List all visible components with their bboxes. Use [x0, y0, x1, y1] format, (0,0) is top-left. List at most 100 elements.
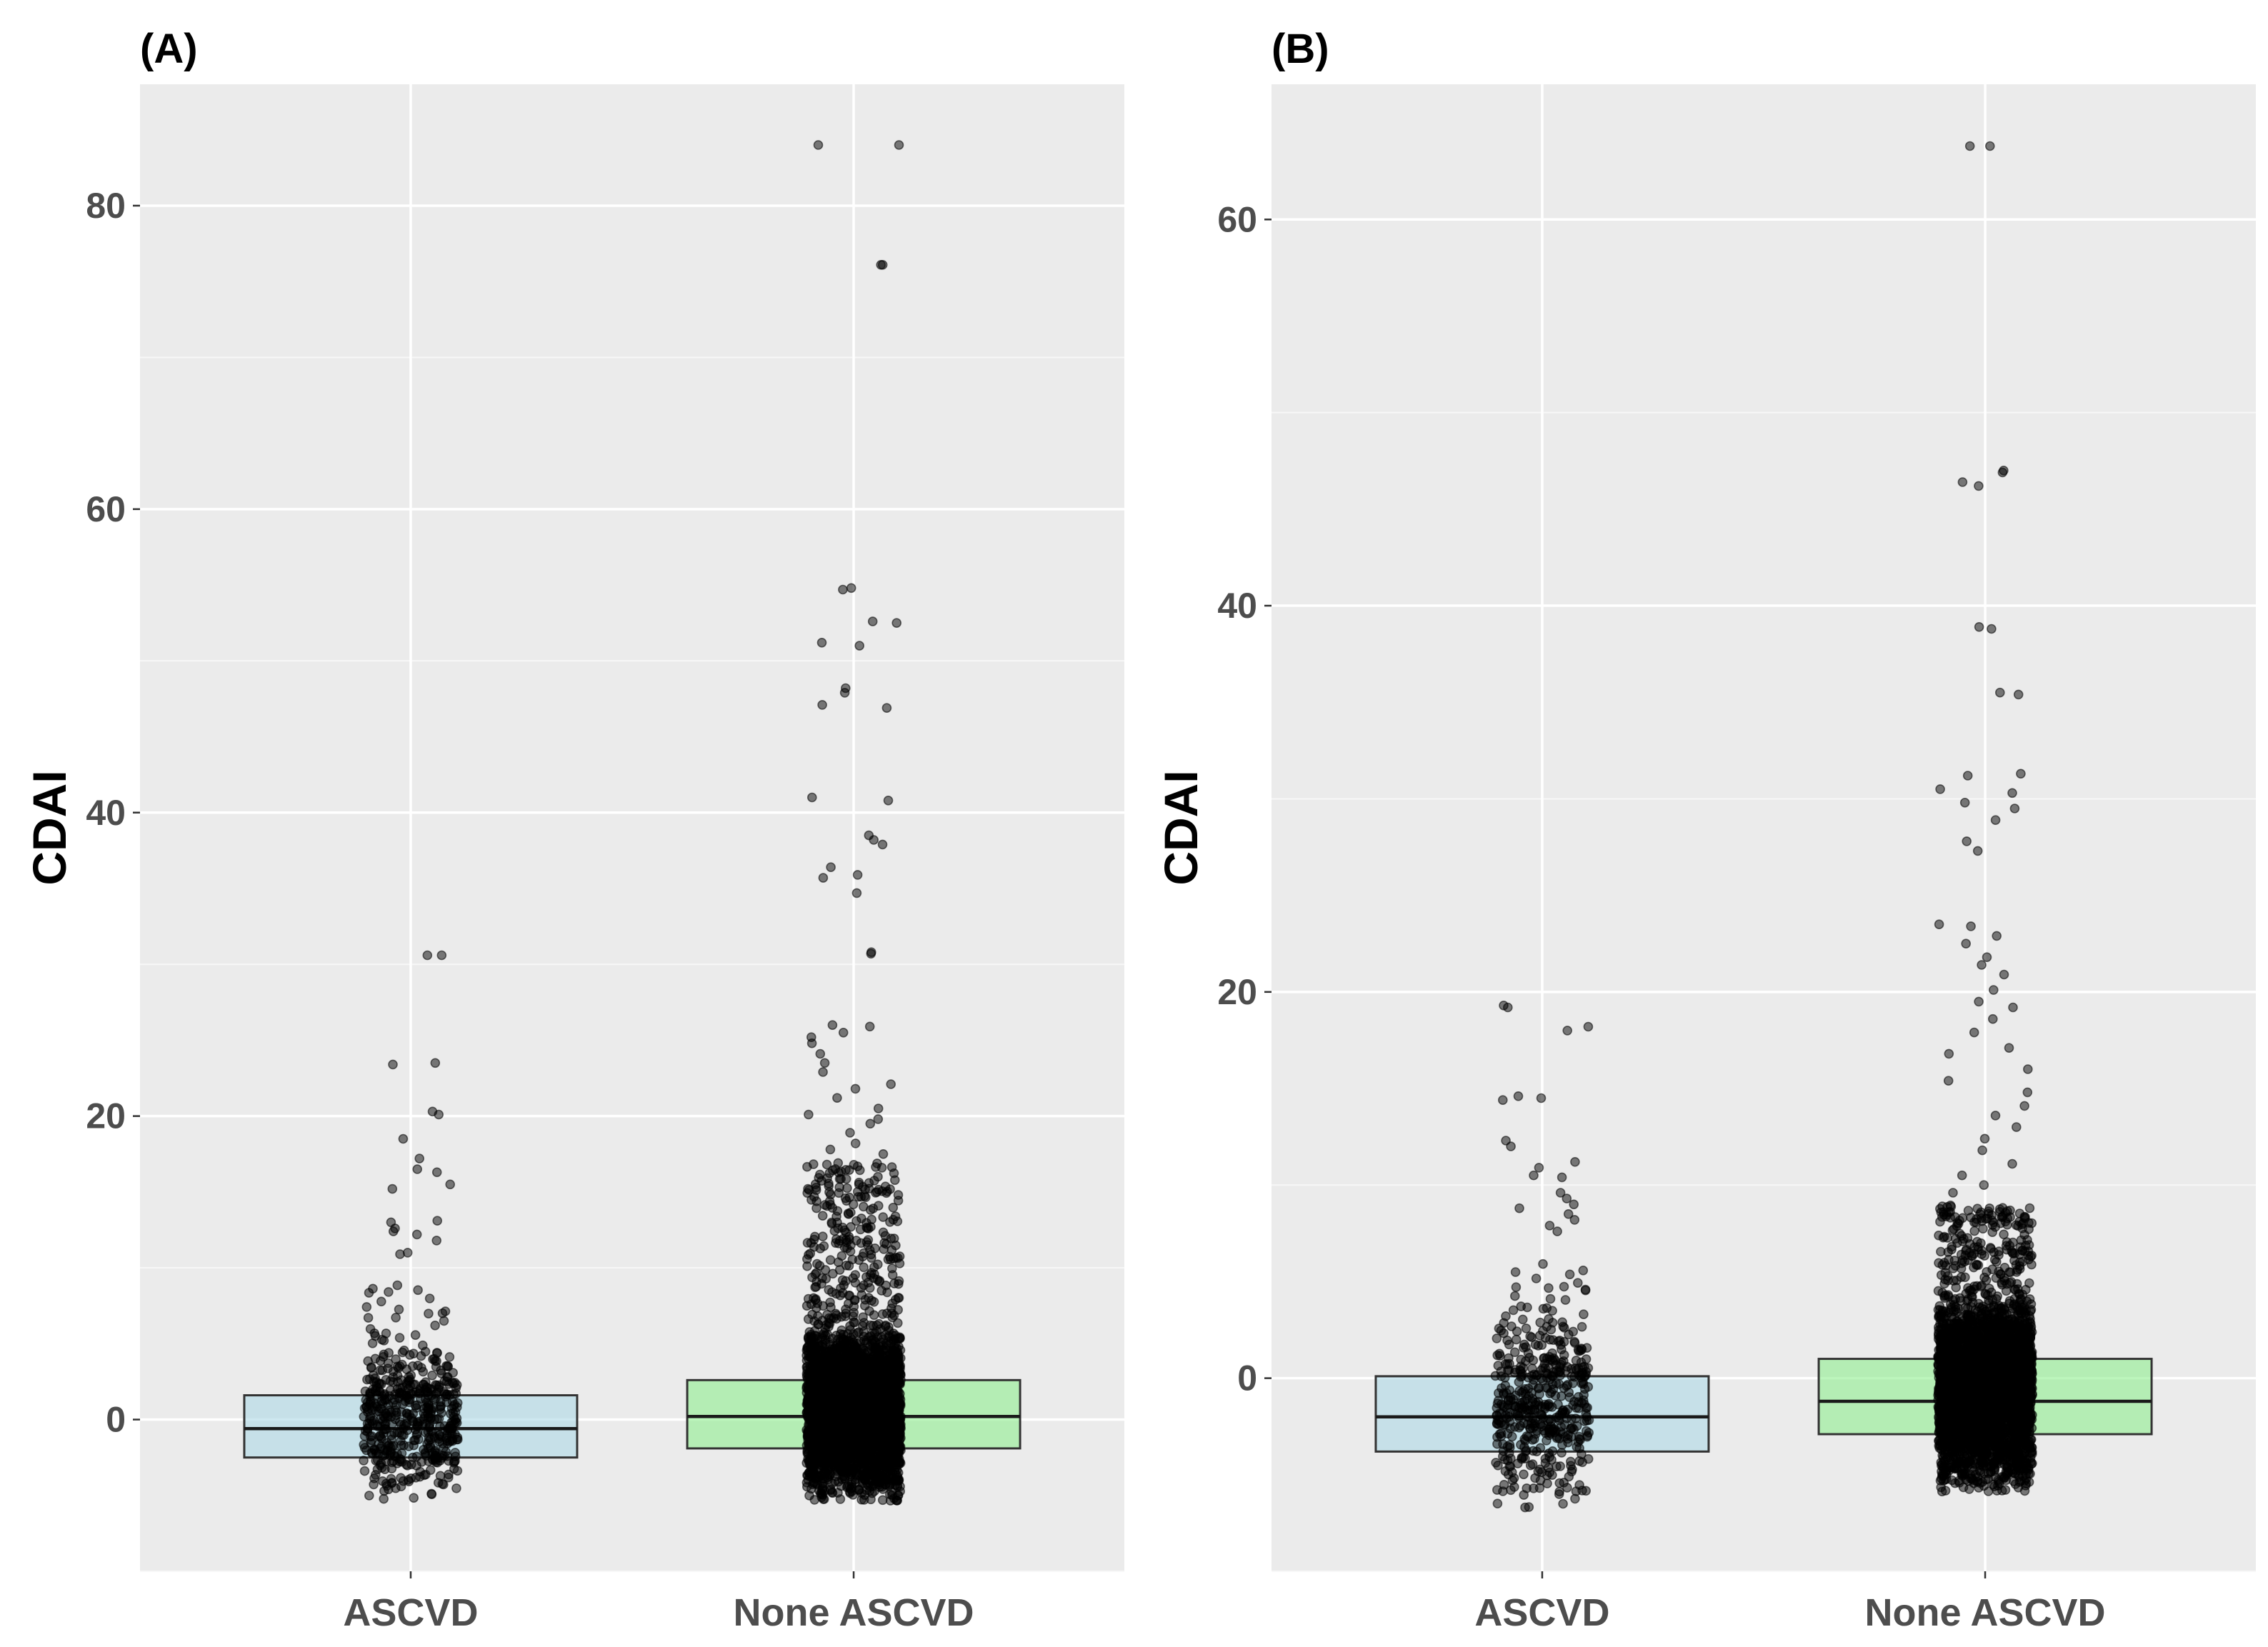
data-point [1514, 1203, 1524, 1213]
data-point [373, 1448, 384, 1459]
data-point [848, 1311, 859, 1321]
data-point [1577, 1321, 1587, 1332]
data-point [831, 1234, 841, 1244]
data-point [1493, 1461, 1503, 1471]
data-point [1513, 1091, 1524, 1101]
data-point [424, 1432, 434, 1443]
data-point [815, 1391, 826, 1401]
data-point [442, 1438, 453, 1448]
data-point [1511, 1282, 1522, 1292]
data-point [1541, 1368, 1552, 1378]
data-point [379, 1493, 389, 1504]
data-point [362, 1418, 373, 1429]
data-point [369, 1473, 379, 1483]
data-point [889, 1168, 899, 1178]
data-point [1564, 1329, 1574, 1340]
data-point [1562, 1026, 1572, 1036]
data-point [1544, 1283, 1554, 1293]
data-point [412, 1164, 423, 1174]
data-point [832, 1093, 842, 1103]
data-point [1581, 1354, 1592, 1364]
data-point [859, 1262, 869, 1273]
data-point [841, 1336, 852, 1346]
data-point [1542, 1478, 1552, 1488]
data-point [826, 1487, 837, 1498]
data-point [375, 1460, 386, 1471]
data-point [1504, 1440, 1515, 1450]
data-point [818, 1490, 828, 1500]
data-point [1552, 1461, 1562, 1471]
data-point [810, 1295, 821, 1306]
data-point [864, 1021, 875, 1032]
y-tick-label: 40 [1217, 586, 1257, 626]
data-point [386, 1473, 396, 1484]
data-point [877, 259, 888, 270]
data-point [871, 1187, 882, 1197]
data-point [894, 140, 904, 150]
data-point [451, 1483, 461, 1493]
data-point [1537, 1421, 1547, 1432]
data-point [819, 1058, 830, 1068]
data-point [376, 1414, 386, 1424]
data-point [449, 1378, 460, 1388]
data-point [807, 1451, 818, 1461]
data-point [1490, 1371, 1501, 1381]
data-point [873, 1114, 884, 1124]
data-point [895, 1458, 906, 1468]
data-point [1508, 1305, 1519, 1316]
data-point [809, 1234, 819, 1245]
data-point [1571, 1403, 1582, 1413]
data-point [1559, 1281, 1569, 1292]
y-tick-label: 20 [86, 1096, 126, 1136]
data-point [448, 1408, 459, 1418]
data-point [422, 950, 433, 961]
data-point [1512, 1326, 1522, 1336]
data-point [1537, 1401, 1547, 1412]
data-point [826, 1189, 836, 1200]
y-tick-label: 80 [86, 186, 126, 226]
data-point [1492, 1333, 1502, 1343]
data-point [848, 1273, 858, 1283]
data-point [871, 1420, 881, 1430]
data-point [424, 1308, 434, 1318]
data-point [398, 1133, 409, 1144]
data-point [861, 1218, 871, 1228]
data-point [361, 1302, 372, 1312]
data-point [806, 1483, 816, 1494]
data-point [1581, 1403, 1592, 1413]
data-point [1520, 1453, 1530, 1463]
data-point [873, 1171, 883, 1182]
data-point [871, 1162, 881, 1172]
data-point [430, 1058, 441, 1068]
data-point [848, 1199, 859, 1209]
data-point [391, 1354, 401, 1364]
data-point [439, 1421, 450, 1431]
x-tick-label: ASCVD [1474, 1591, 1609, 1634]
data-point [861, 1485, 871, 1496]
data-point [376, 1334, 387, 1345]
data-point [873, 1103, 884, 1113]
data-point [892, 1437, 903, 1448]
data-point [409, 1440, 419, 1451]
data-point [825, 1144, 836, 1155]
data-point [872, 1275, 883, 1285]
data-point [426, 1489, 437, 1499]
data-point [826, 862, 836, 872]
y-axis-label: CDAI [1154, 770, 1207, 885]
data-point [818, 873, 829, 883]
data-point [805, 1361, 815, 1372]
data-point [831, 1377, 841, 1387]
data-point [1533, 1466, 1544, 1477]
data-point [818, 1067, 828, 1077]
data-point [807, 1396, 818, 1407]
data-point [1581, 1426, 1592, 1436]
data-point [384, 1287, 394, 1297]
data-point [1518, 1363, 1529, 1373]
data-point [1496, 1428, 1507, 1438]
data-point [1571, 1413, 1581, 1423]
data-point [1547, 1318, 1558, 1328]
data-point [887, 1263, 897, 1273]
data-point [802, 1254, 812, 1264]
data-point [885, 1413, 895, 1423]
data-point [418, 1366, 429, 1377]
